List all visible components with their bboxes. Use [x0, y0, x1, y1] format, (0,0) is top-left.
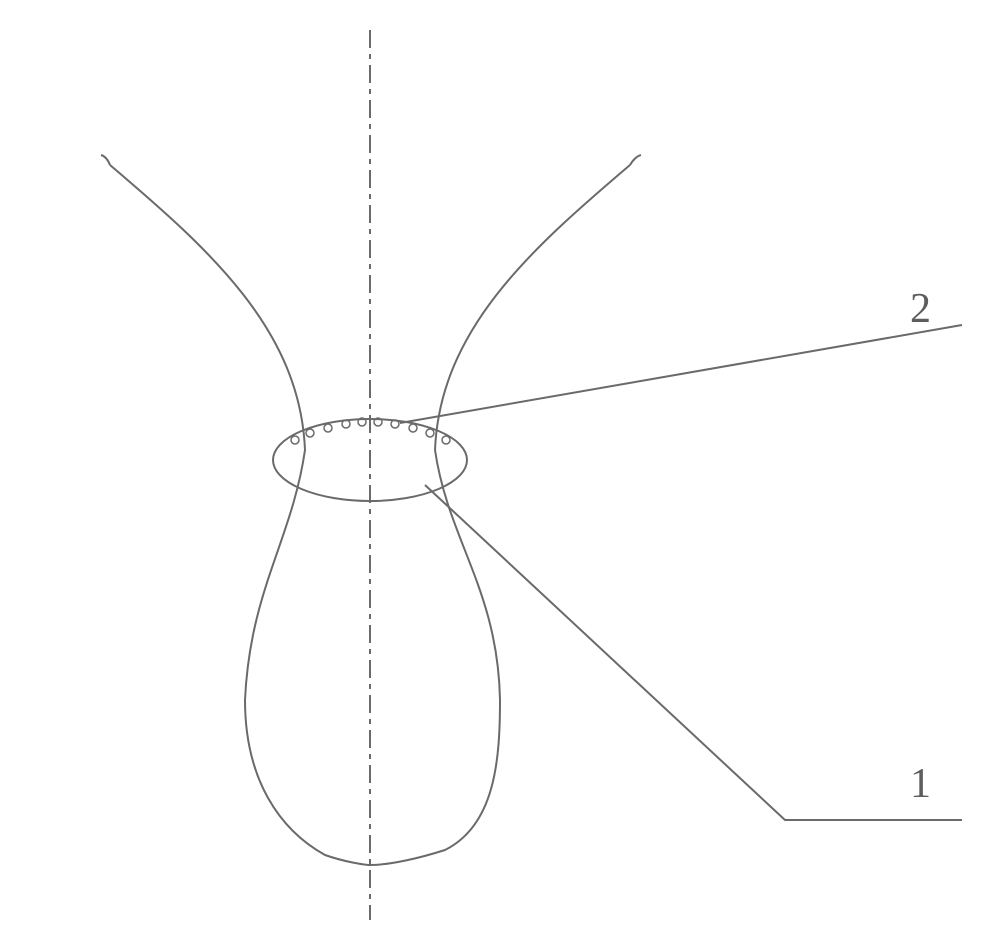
diagram-svg [0, 0, 1000, 935]
bell-outline-right [370, 165, 630, 865]
leader-line-2 [400, 325, 962, 423]
bell-outline-left [110, 165, 370, 865]
hole-dot [426, 429, 434, 437]
hole-dot [342, 420, 350, 428]
top-lip-right [630, 155, 641, 165]
diagram-container: 2 1 [0, 0, 1000, 935]
hole-dot [306, 429, 314, 437]
hole-dot [442, 436, 450, 444]
callout-label-1: 1 [910, 760, 931, 808]
top-lip-left [101, 155, 110, 165]
hole-dot [409, 424, 417, 432]
callout-label-2: 2 [910, 285, 931, 333]
leader-line-1 [425, 485, 962, 820]
hole-dot [291, 436, 299, 444]
hole-dot [324, 424, 332, 432]
